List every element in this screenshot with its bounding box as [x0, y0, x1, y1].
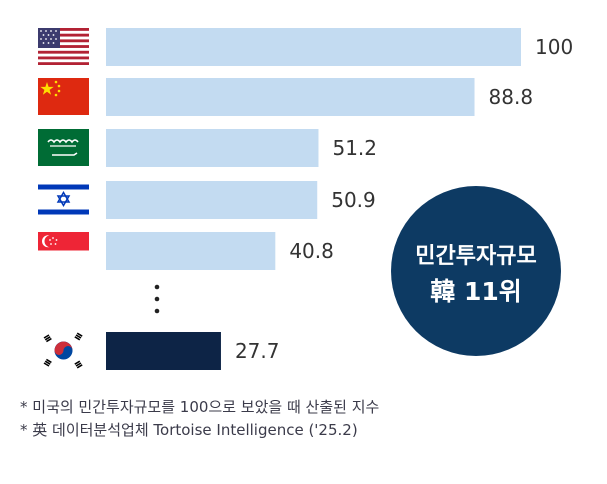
- bar-usa: [106, 28, 521, 66]
- footnote-source: * 英 데이터분석업체 Tortoise Intelligence ('25.2…: [20, 421, 358, 439]
- china-flag-icon: [38, 78, 89, 115]
- value-label-south-korea: 27.7: [235, 339, 280, 363]
- badge-circle: [391, 186, 561, 356]
- bar-saudi-arabia: [106, 129, 319, 167]
- footnote-index: * 미국의 민간투자규모를 100으로 보았을 때 산출된 지수: [20, 398, 380, 416]
- us-flag-icon: [38, 28, 89, 65]
- ellipsis-marker: [154, 284, 160, 314]
- value-label-china: 88.8: [489, 85, 534, 109]
- value-label-usa: 100: [535, 35, 573, 59]
- value-label-singapore: 40.8: [289, 239, 334, 263]
- value-label-saudi-arabia: 51.2: [332, 136, 377, 160]
- bars-group: [106, 28, 521, 370]
- badge-line1: 민간투자규모: [415, 244, 536, 269]
- korea-flag-icon: [38, 332, 89, 369]
- saudi-flag-icon: [38, 129, 89, 166]
- bar-china: [106, 78, 475, 116]
- value-labels-group: 100 88.8 51.2 50.9 40.8 27.7: [235, 35, 573, 363]
- value-label-israel: 50.9: [331, 188, 376, 212]
- bar-south-korea: [106, 332, 221, 370]
- badge-line2: 韓 11위: [430, 277, 522, 306]
- israel-flag-icon: [38, 181, 89, 218]
- rank-badge: 민간투자규모 韓 11위: [391, 186, 561, 356]
- flag-column: [38, 28, 89, 369]
- bar-israel: [106, 181, 318, 219]
- singapore-flag-icon: [38, 232, 89, 269]
- bar-singapore: [106, 232, 276, 270]
